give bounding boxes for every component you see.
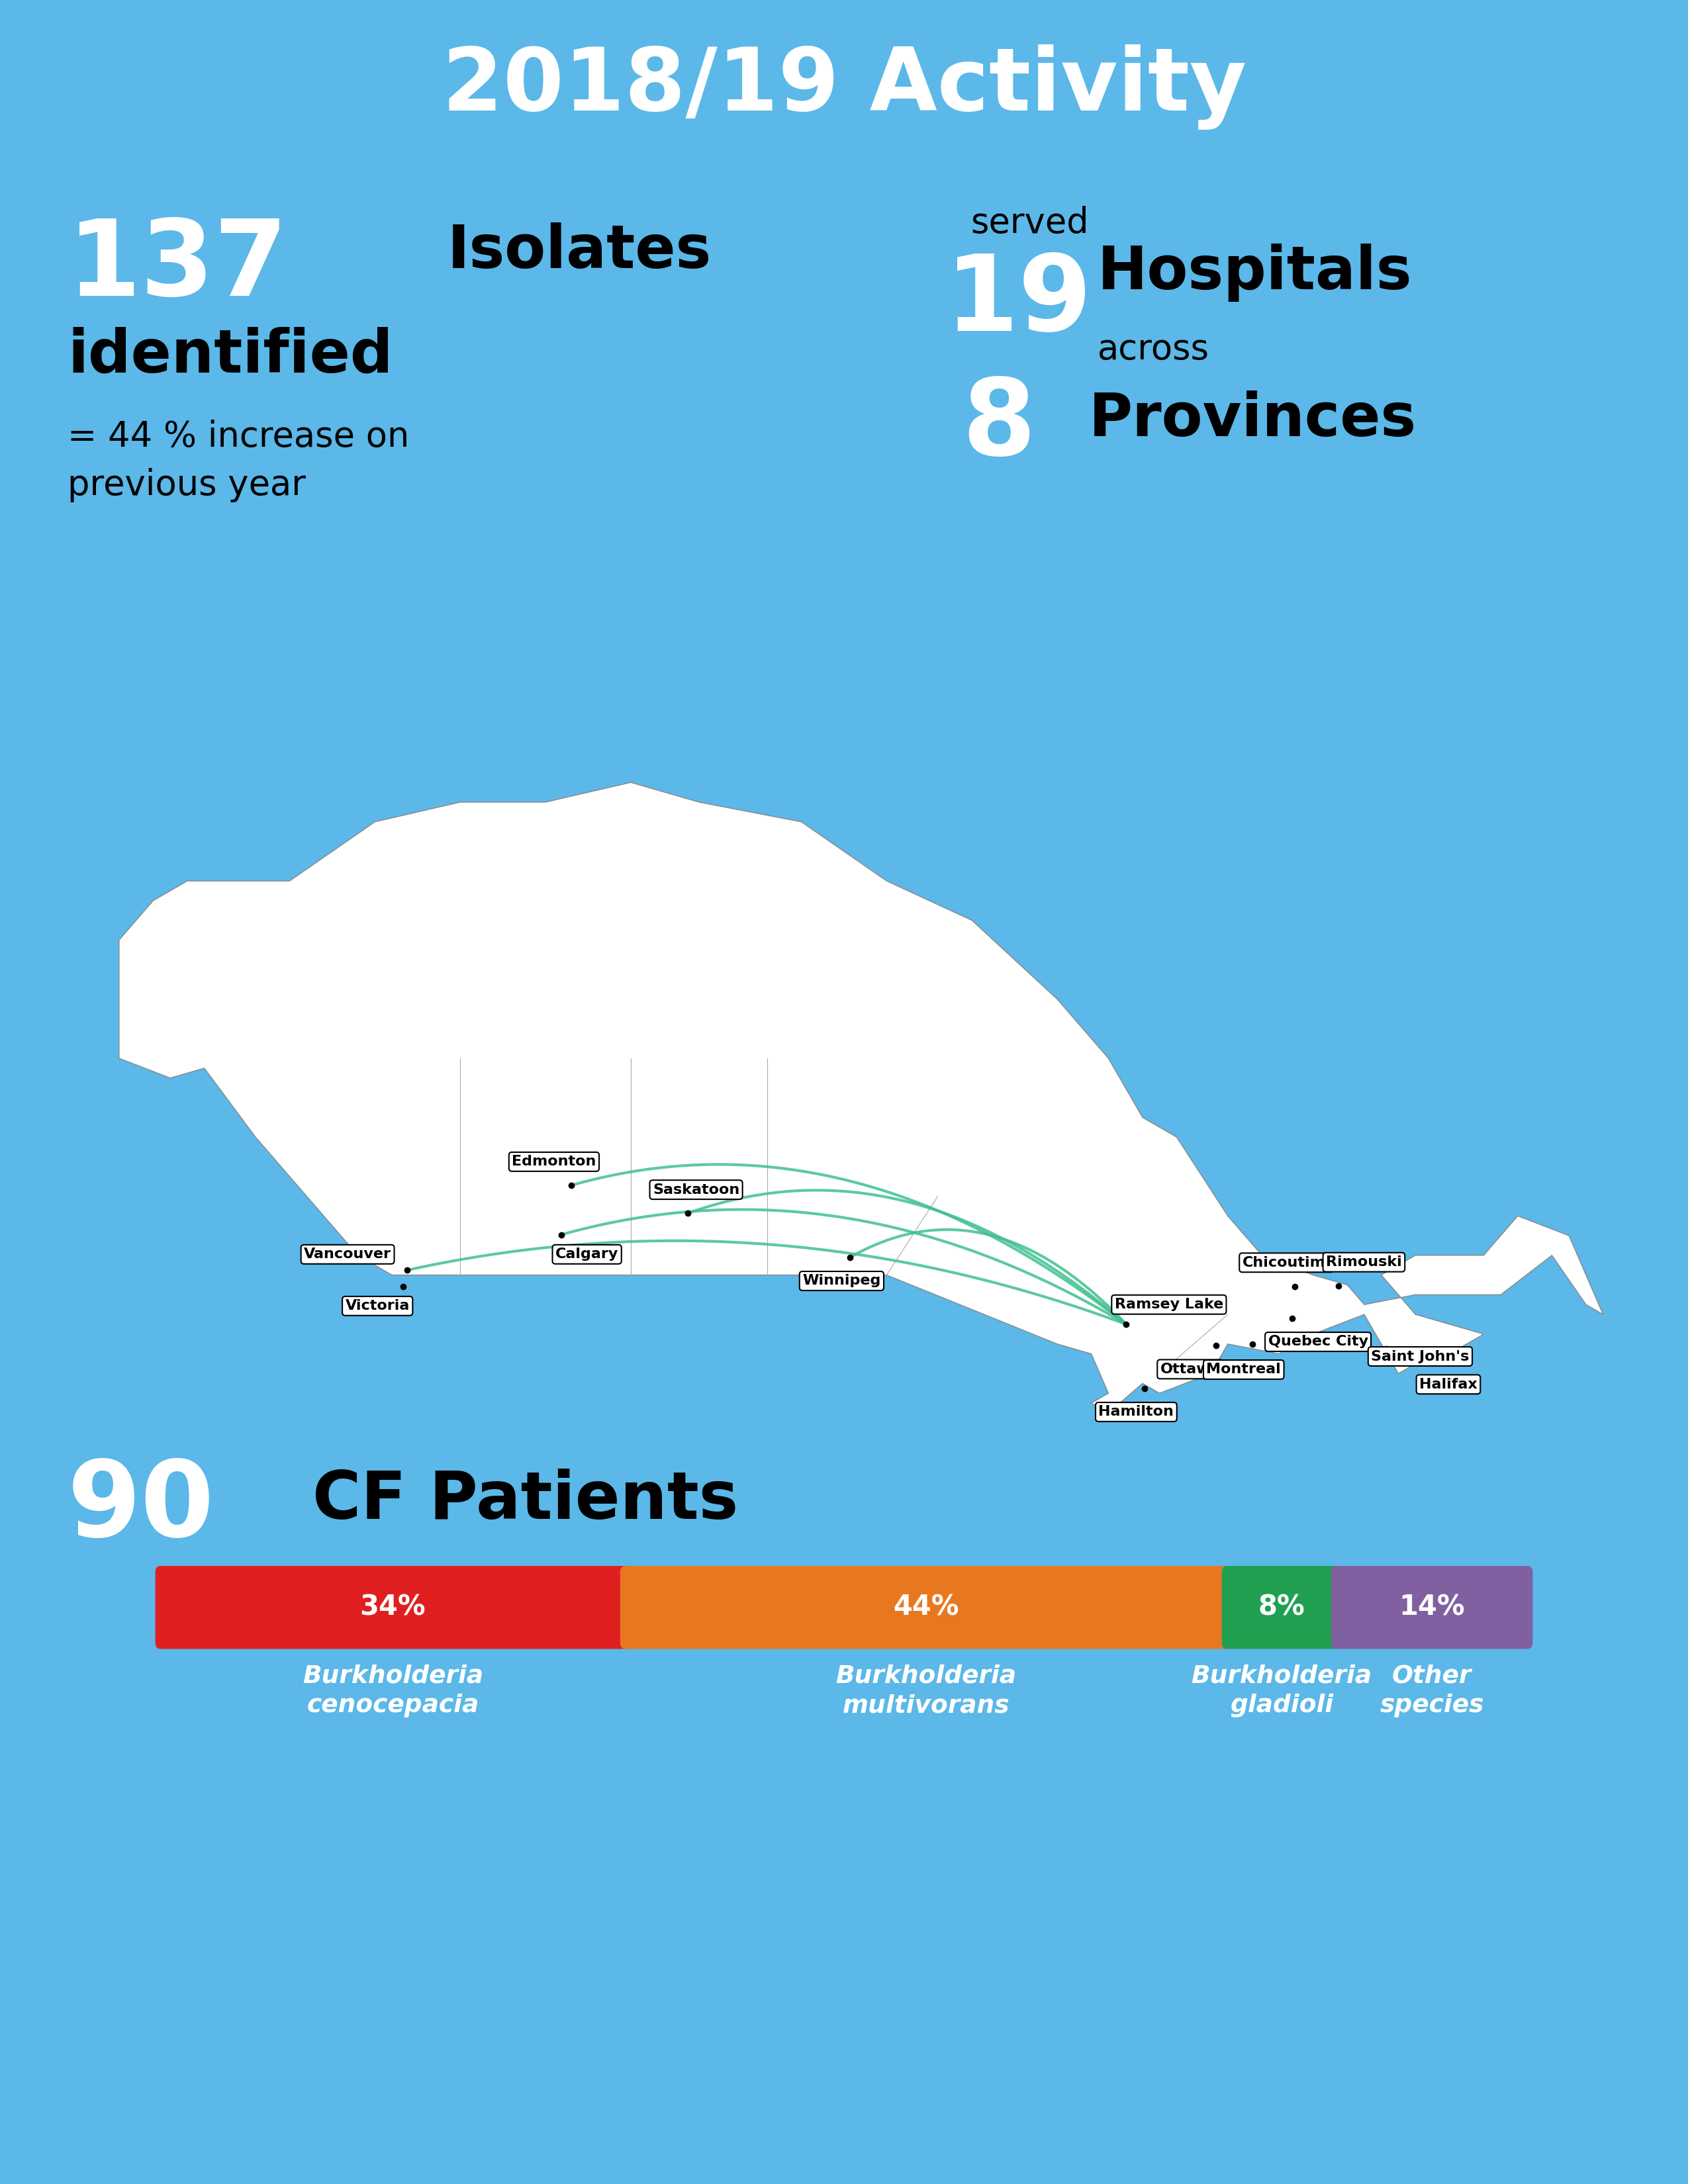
Text: 19: 19 [945, 251, 1092, 352]
Text: Chicoutimi: Chicoutimi [1242, 1256, 1330, 1269]
Text: Montreal: Montreal [1207, 1363, 1281, 1376]
Text: 137: 137 [68, 216, 289, 317]
Polygon shape [120, 782, 1604, 1413]
Text: 90: 90 [68, 1457, 214, 1557]
Text: Calgary: Calgary [555, 1247, 618, 1260]
FancyBboxPatch shape [1222, 1566, 1342, 1649]
Text: Halifax: Halifax [1420, 1378, 1477, 1391]
Text: Hamilton: Hamilton [1099, 1404, 1173, 1420]
Text: identified: identified [68, 328, 393, 384]
Text: 8%: 8% [1258, 1594, 1305, 1621]
Text: Ramsey Lake: Ramsey Lake [1114, 1297, 1224, 1310]
Text: Edmonton: Edmonton [511, 1155, 596, 1168]
Text: Isolates: Isolates [447, 223, 712, 280]
Text: Burkholderia
multivorans: Burkholderia multivorans [836, 1664, 1016, 1717]
Text: Ottawa: Ottawa [1160, 1363, 1220, 1376]
Text: Burkholderia
gladioli: Burkholderia gladioli [1192, 1664, 1372, 1717]
Text: = 44 % increase on: = 44 % increase on [68, 419, 408, 454]
Text: 2018/19 Activity: 2018/19 Activity [442, 44, 1246, 131]
Text: Quebec City: Quebec City [1268, 1334, 1367, 1348]
Text: 14%: 14% [1399, 1594, 1465, 1621]
Text: Victoria: Victoria [346, 1299, 410, 1313]
Text: served: served [971, 205, 1089, 240]
Text: Vancouver: Vancouver [304, 1247, 392, 1260]
Text: Saint John's: Saint John's [1371, 1350, 1469, 1363]
Text: Saskatoon: Saskatoon [653, 1184, 739, 1197]
Text: Provinces: Provinces [1089, 391, 1416, 448]
Text: Hospitals: Hospitals [1097, 245, 1411, 301]
Text: Winnipeg: Winnipeg [802, 1273, 881, 1289]
FancyBboxPatch shape [619, 1566, 1232, 1649]
Text: 34%: 34% [360, 1594, 425, 1621]
Text: Rimouski: Rimouski [1327, 1256, 1403, 1269]
Text: Other
species: Other species [1379, 1664, 1484, 1717]
Text: 8: 8 [962, 376, 1036, 476]
FancyBboxPatch shape [1332, 1566, 1533, 1649]
Text: across: across [1097, 332, 1209, 367]
Text: 44%: 44% [893, 1594, 959, 1621]
Text: CF Patients: CF Patients [312, 1468, 738, 1533]
FancyBboxPatch shape [155, 1566, 630, 1649]
Text: Burkholderia
cenocepacia: Burkholderia cenocepacia [302, 1664, 483, 1717]
Text: previous year: previous year [68, 467, 306, 502]
